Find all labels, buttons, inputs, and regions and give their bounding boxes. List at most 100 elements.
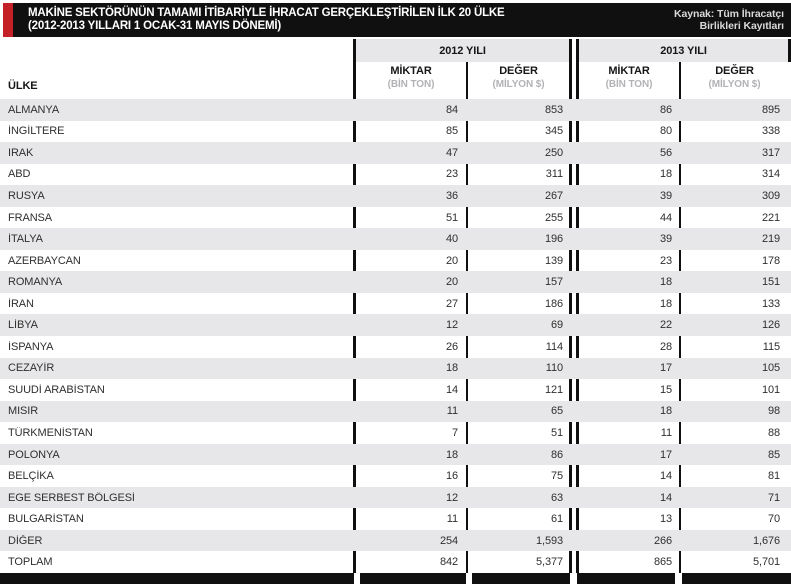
country-cell: EGE SERBEST BÖLGESİ bbox=[8, 491, 135, 504]
value-cell: 85 bbox=[767, 448, 780, 461]
value-cell: 12 bbox=[445, 491, 458, 504]
value-cell: 85 bbox=[445, 125, 458, 138]
value-cell: 267 bbox=[544, 189, 563, 202]
table-row: ROMANYA 20 157 18 151 bbox=[0, 271, 791, 293]
title-bar-black: MAKİNE SEKTÖRÜNÜN TAMAMI İTİBARİYLE İHRA… bbox=[13, 3, 791, 37]
value-cell: 250 bbox=[544, 146, 563, 159]
value-cell: 5,377 bbox=[535, 556, 563, 569]
value-cell: 219 bbox=[761, 233, 780, 246]
country-cell: RUSYA bbox=[8, 189, 45, 202]
value-cell: 11 bbox=[660, 426, 672, 439]
value-cell: 266 bbox=[653, 534, 672, 547]
table-row: CEZAYİR 18 110 17 105 bbox=[0, 357, 791, 380]
table-row: ABD 23 311 18 314 bbox=[0, 164, 791, 186]
value-cell: 40 bbox=[445, 233, 458, 246]
value-cell: 17 bbox=[659, 362, 672, 375]
country-cell: İNGİLTERE bbox=[8, 125, 65, 138]
table-row: İSPANYA 26 114 28 115 bbox=[0, 336, 791, 358]
country-cell: BULGARİSTAN bbox=[8, 513, 84, 526]
table-row: ALMANYA 84 853 86 895 bbox=[0, 99, 791, 121]
col-header-unit: (MİLYON $) bbox=[708, 79, 761, 90]
col-header-label: DEĞER bbox=[499, 65, 538, 77]
value-cell: 98 bbox=[767, 405, 780, 418]
value-cell: 23 bbox=[445, 168, 458, 181]
value-cell: 44 bbox=[659, 211, 672, 224]
value-cell: 16 bbox=[445, 470, 458, 483]
value-cell: 80 bbox=[659, 125, 672, 138]
value-cell: 14 bbox=[445, 383, 458, 396]
country-cell: İTALYA bbox=[8, 233, 43, 246]
country-cell: TOPLAM bbox=[8, 556, 53, 569]
value-cell: 28 bbox=[659, 340, 672, 353]
value-cell: 23 bbox=[659, 254, 672, 267]
country-cell: CEZAYİR bbox=[8, 362, 55, 375]
value-cell: 47 bbox=[445, 146, 458, 159]
country-cell: İRAN bbox=[8, 297, 34, 310]
country-cell: BELÇİKA bbox=[8, 470, 54, 483]
value-cell: 865 bbox=[653, 556, 672, 569]
col-header-unit: (MİLYON $) bbox=[492, 79, 545, 90]
red-accent-bar bbox=[3, 3, 13, 37]
value-cell: 61 bbox=[550, 513, 563, 526]
value-cell: 18 bbox=[659, 276, 672, 289]
value-cell: 133 bbox=[761, 297, 780, 310]
page-title-line2: (2012-2013 YILLARI 1 OCAK-31 MAYIS DÖNEM… bbox=[28, 20, 281, 32]
country-cell: DİĞER bbox=[8, 534, 43, 547]
table-row: BULGARİSTAN 11 61 13 70 bbox=[0, 508, 791, 530]
value-cell: 314 bbox=[761, 168, 780, 181]
value-cell: 196 bbox=[544, 233, 563, 246]
value-cell: 105 bbox=[761, 362, 780, 375]
value-cell: 17 bbox=[659, 448, 672, 461]
table-row: İNGİLTERE 85 345 80 338 bbox=[0, 121, 791, 143]
value-cell: 26 bbox=[445, 340, 458, 353]
table-row: FRANSA 51 255 44 221 bbox=[0, 207, 791, 229]
value-cell: 853 bbox=[544, 103, 563, 116]
value-cell: 5,701 bbox=[752, 556, 780, 569]
table-row: LİBYA 12 69 22 126 bbox=[0, 314, 791, 337]
col-header-unit: (BİN TON) bbox=[605, 79, 653, 90]
value-cell: 178 bbox=[761, 254, 780, 267]
value-cell: 186 bbox=[544, 297, 563, 310]
col-header-miktar-2013: MİKTAR (BİN TON) bbox=[579, 64, 679, 96]
table-row: İTALYA 40 196 39 219 bbox=[0, 228, 791, 250]
value-cell: 157 bbox=[544, 276, 563, 289]
bottom-bar-segment bbox=[472, 573, 570, 584]
table-row: BELÇİKA 16 75 14 81 bbox=[0, 465, 791, 487]
value-cell: 7 bbox=[451, 426, 458, 439]
value-cell: 75 bbox=[550, 470, 563, 483]
value-cell: 51 bbox=[445, 211, 458, 224]
value-cell: 110 bbox=[545, 362, 563, 375]
source-note: Kaynak: Tüm İhracatçı Birlikleri Kayıtla… bbox=[674, 8, 791, 33]
col-header-unit: (BİN TON) bbox=[387, 79, 435, 90]
col-header-deger-2012: DEĞER (MİLYON $) bbox=[468, 64, 569, 96]
value-cell: 18 bbox=[445, 362, 458, 375]
year-header-2012: 2012 YILI bbox=[356, 39, 569, 62]
value-cell: 22 bbox=[659, 319, 672, 332]
table-row: TOPLAM 842 5,377 865 5,701 bbox=[0, 551, 791, 573]
value-cell: 345 bbox=[544, 125, 563, 138]
col-header-miktar-2012: MİKTAR (BİN TON) bbox=[356, 64, 466, 96]
col-header-label: MİKTAR bbox=[608, 65, 650, 77]
col-header-label: DEĞER bbox=[715, 65, 754, 77]
title-bar: MAKİNE SEKTÖRÜNÜN TAMAMI İTİBARİYLE İHRA… bbox=[3, 3, 791, 37]
table-row: AZERBAYCAN 20 139 23 178 bbox=[0, 250, 791, 272]
value-cell: 311 bbox=[545, 168, 563, 181]
value-cell: 63 bbox=[550, 491, 563, 504]
country-cell: AZERBAYCAN bbox=[8, 254, 81, 267]
value-cell: 81 bbox=[767, 470, 780, 483]
value-cell: 18 bbox=[659, 297, 672, 310]
bottom-bar-segment bbox=[0, 573, 354, 584]
bottom-bar-segment bbox=[577, 573, 675, 584]
value-cell: 56 bbox=[659, 146, 672, 159]
value-cell: 65 bbox=[550, 405, 563, 418]
country-cell: İSPANYA bbox=[8, 340, 54, 353]
country-cell: ROMANYA bbox=[8, 276, 63, 289]
table-row: DİĞER 254 1,593 266 1,676 bbox=[0, 529, 791, 552]
value-cell: 11 bbox=[446, 405, 458, 418]
value-cell: 12 bbox=[445, 319, 458, 332]
table-row: TÜRKMENİSTAN 7 51 11 88 bbox=[0, 422, 791, 444]
column-divider bbox=[788, 39, 791, 62]
value-cell: 255 bbox=[544, 211, 563, 224]
country-cell: ABD bbox=[8, 168, 31, 181]
